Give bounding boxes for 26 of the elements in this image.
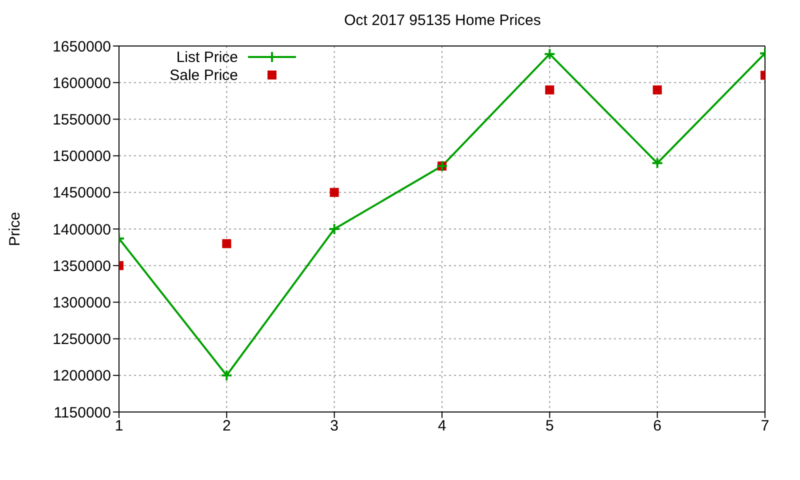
y-tick-label: 1300000 <box>52 294 111 312</box>
y-tick-label: 1500000 <box>52 148 111 166</box>
x-tick-label: 1 <box>114 418 124 435</box>
x-tick-label: 7 <box>760 418 770 435</box>
point <box>545 85 554 94</box>
y-tick-label: 1450000 <box>52 184 111 202</box>
y-tick-label: 1250000 <box>52 331 111 348</box>
point <box>222 239 232 248</box>
legend-label: Sale Price <box>168 66 238 84</box>
y-axis-title: Price <box>6 212 24 246</box>
chart-title: Oct 2017 95135 Home Prices <box>343 12 542 29</box>
point <box>652 85 662 94</box>
y-tick-label: 1200000 <box>52 368 111 385</box>
x-tick-label: 3 <box>330 418 339 435</box>
y-tick-label: 1350000 <box>52 258 111 275</box>
y-tick-label: 1150000 <box>54 404 111 422</box>
x-tick-label: 5 <box>545 418 554 435</box>
point <box>330 188 339 197</box>
x-tick-label: 4 <box>438 418 446 435</box>
x-tick-label: 6 <box>653 418 662 435</box>
y-tick-label: 1400000 <box>52 221 111 238</box>
x-tick-label: 2 <box>222 418 231 435</box>
y-tick-label: 1550000 <box>52 112 111 129</box>
legend-label: List Price <box>175 48 238 66</box>
y-tick-label: 1650000 <box>52 38 111 56</box>
y-tick-label: 1600000 <box>52 74 111 92</box>
